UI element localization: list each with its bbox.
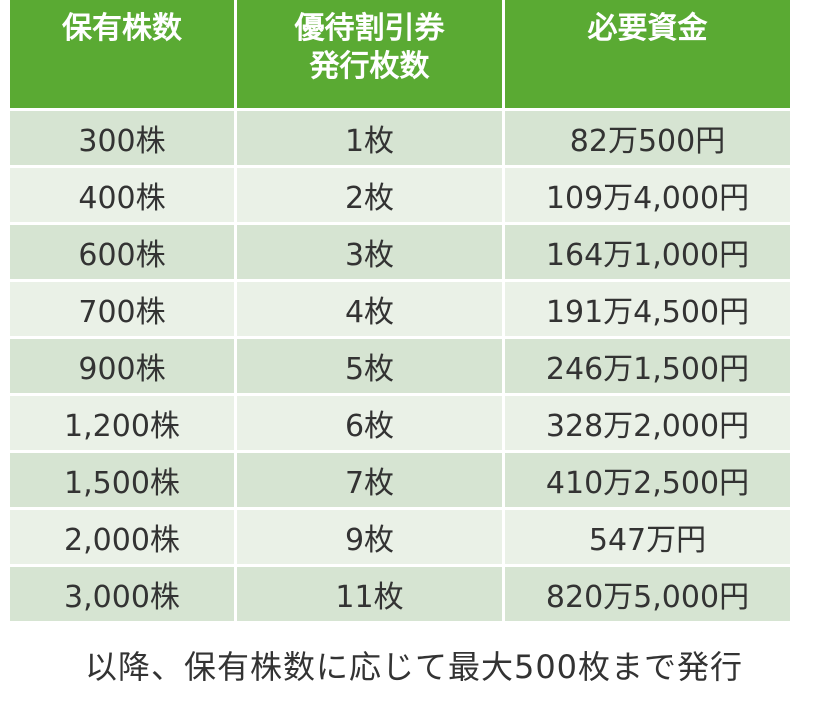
benefit-table: 保有株数 優待割引券 発行枚数 必要資金 300株 1枚 82万500円: [10, 0, 790, 624]
cell-funds: 164万1,000円: [505, 225, 790, 282]
cell-tickets: 7枚: [237, 453, 505, 510]
cell-shares: 2,000株: [10, 510, 237, 567]
cell-funds: 820万5,000円: [505, 567, 790, 624]
table-row: 1,500株 7枚 410万2,500円: [10, 453, 790, 510]
table-row: 900株 5枚 246万1,500円: [10, 339, 790, 396]
cell-tickets: 11枚: [237, 567, 505, 624]
cell-tickets: 2枚: [237, 168, 505, 225]
cell-funds: 82万500円: [505, 111, 790, 168]
cell-tickets: 1枚: [237, 111, 505, 168]
header-shares: 保有株数: [10, 0, 237, 111]
cell-shares: 1,500株: [10, 453, 237, 510]
benefit-table-container: 保有株数 優待割引券 発行枚数 必要資金 300株 1枚 82万500円: [10, 0, 790, 624]
cell-funds: 410万2,500円: [505, 453, 790, 510]
header-tickets: 優待割引券 発行枚数: [237, 0, 505, 111]
cell-tickets: 9枚: [237, 510, 505, 567]
cell-tickets: 5枚: [237, 339, 505, 396]
table-row: 700株 4枚 191万4,500円: [10, 282, 790, 339]
cell-shares: 3,000株: [10, 567, 237, 624]
cell-shares: 700株: [10, 282, 237, 339]
table-row: 2,000株 9枚 547万円: [10, 510, 790, 567]
table-header: 保有株数 優待割引券 発行枚数 必要資金: [10, 0, 790, 111]
cell-funds: 547万円: [505, 510, 790, 567]
cell-funds: 328万2,000円: [505, 396, 790, 453]
table-body: 300株 1枚 82万500円 400株 2枚 109万4,000円 600株 …: [10, 111, 790, 624]
cell-shares: 600株: [10, 225, 237, 282]
cell-shares: 900株: [10, 339, 237, 396]
header-tickets-line2: 発行枚数: [309, 49, 430, 84]
cell-tickets: 6枚: [237, 396, 505, 453]
footnote: 以降、保有株数に応じて最大500枚まで発行: [84, 648, 744, 686]
header-tickets-label: 優待割引券 発行枚数: [237, 0, 502, 86]
table-row: 300株 1枚 82万500円: [10, 111, 790, 168]
cell-tickets: 3枚: [237, 225, 505, 282]
header-funds-label: 必要資金: [587, 11, 708, 46]
cell-funds: 109万4,000円: [505, 168, 790, 225]
cell-shares: 400株: [10, 168, 237, 225]
table-row: 3,000株 11枚 820万5,000円: [10, 567, 790, 624]
header-shares-label: 保有株数: [62, 11, 182, 46]
table-row: 600株 3枚 164万1,000円: [10, 225, 790, 282]
cell-funds: 191万4,500円: [505, 282, 790, 339]
cell-funds: 246万1,500円: [505, 339, 790, 396]
cell-shares: 300株: [10, 111, 237, 168]
cell-shares: 1,200株: [10, 396, 237, 453]
header-row: 保有株数 優待割引券 発行枚数 必要資金: [10, 0, 790, 111]
header-funds: 必要資金: [505, 0, 790, 111]
table-row: 1,200株 6枚 328万2,000円: [10, 396, 790, 453]
cell-tickets: 4枚: [237, 282, 505, 339]
header-tickets-line1: 優待割引券: [294, 11, 445, 46]
table-row: 400株 2枚 109万4,000円: [10, 168, 790, 225]
